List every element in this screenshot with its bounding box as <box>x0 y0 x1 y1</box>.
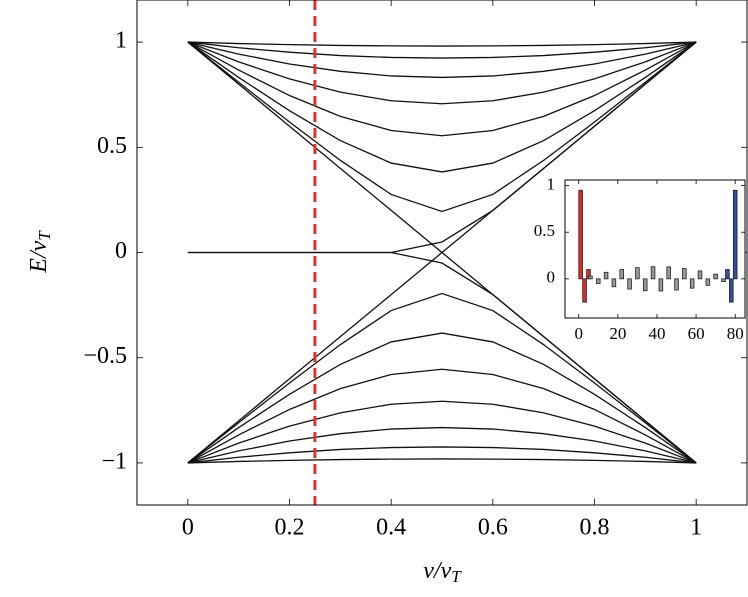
bar <box>619 269 624 280</box>
band-line <box>187 41 697 47</box>
bar <box>658 278 664 292</box>
band-line <box>187 41 697 105</box>
x-tick-label: 20 <box>609 324 626 343</box>
bar <box>635 267 640 280</box>
bar <box>725 269 730 280</box>
bar <box>611 278 617 288</box>
x-tick-label: 0.6 <box>478 515 508 541</box>
y-tick-label: 1 <box>115 28 127 54</box>
y-axis-label-main: E/v <box>26 240 52 273</box>
bar <box>705 278 711 286</box>
band-line <box>187 41 697 213</box>
band-line <box>187 41 697 173</box>
bar <box>674 278 679 291</box>
bar <box>603 271 609 280</box>
band-line <box>187 332 697 464</box>
plot-frame <box>564 179 746 319</box>
bar <box>578 189 583 280</box>
band-line <box>187 251 697 464</box>
x-axis-label-main: v/v <box>423 558 451 584</box>
band-line <box>187 41 697 79</box>
bar <box>582 278 587 303</box>
x-tick-label: 60 <box>688 324 705 343</box>
band-line <box>187 41 697 137</box>
bar <box>588 275 593 280</box>
x-axis-label-sub: T <box>451 567 462 586</box>
bar <box>721 278 726 283</box>
bar <box>682 268 687 280</box>
band-line <box>187 458 697 464</box>
x-tick-label: 80 <box>727 324 744 343</box>
y-axis-label: E/vT <box>26 230 54 274</box>
bar <box>713 273 718 280</box>
bar <box>642 278 648 292</box>
y-tick-label: −0.5 <box>83 343 127 369</box>
bar <box>627 278 632 290</box>
plot-area <box>565 180 745 318</box>
plot-content <box>187 41 697 464</box>
bar <box>689 278 695 289</box>
band-line <box>187 41 697 59</box>
bar <box>697 270 703 280</box>
x-tick-label: 0 <box>182 515 194 541</box>
y-tick-label: 0 <box>115 238 127 264</box>
y-tick-label: 0.5 <box>534 221 555 240</box>
x-tick-label: 0.2 <box>275 515 305 541</box>
band-line <box>187 400 697 464</box>
band-line <box>187 446 697 464</box>
y-tick-label: 1 <box>547 175 556 194</box>
x-tick-label: 1 <box>690 515 702 541</box>
plot-frame <box>136 0 748 506</box>
bar <box>666 266 671 280</box>
band-line <box>187 426 697 464</box>
y-tick-label: −1 <box>101 448 127 474</box>
bar <box>650 266 656 280</box>
x-tick-label: 40 <box>648 324 665 343</box>
x-tick-label: 0 <box>574 324 583 343</box>
bar <box>732 189 738 280</box>
plot-content <box>578 189 738 303</box>
bar <box>596 278 601 284</box>
band-line <box>187 292 697 464</box>
band-line <box>187 368 697 464</box>
y-tick-label: 0 <box>547 268 556 287</box>
x-axis-label: v/vT <box>423 558 462 586</box>
x-tick-label: 0.4 <box>376 515 406 541</box>
x-tick-label: 0.8 <box>580 515 610 541</box>
y-axis-label-sub: T <box>35 230 54 241</box>
bar <box>729 278 734 303</box>
y-tick-label: 0.5 <box>97 133 127 159</box>
